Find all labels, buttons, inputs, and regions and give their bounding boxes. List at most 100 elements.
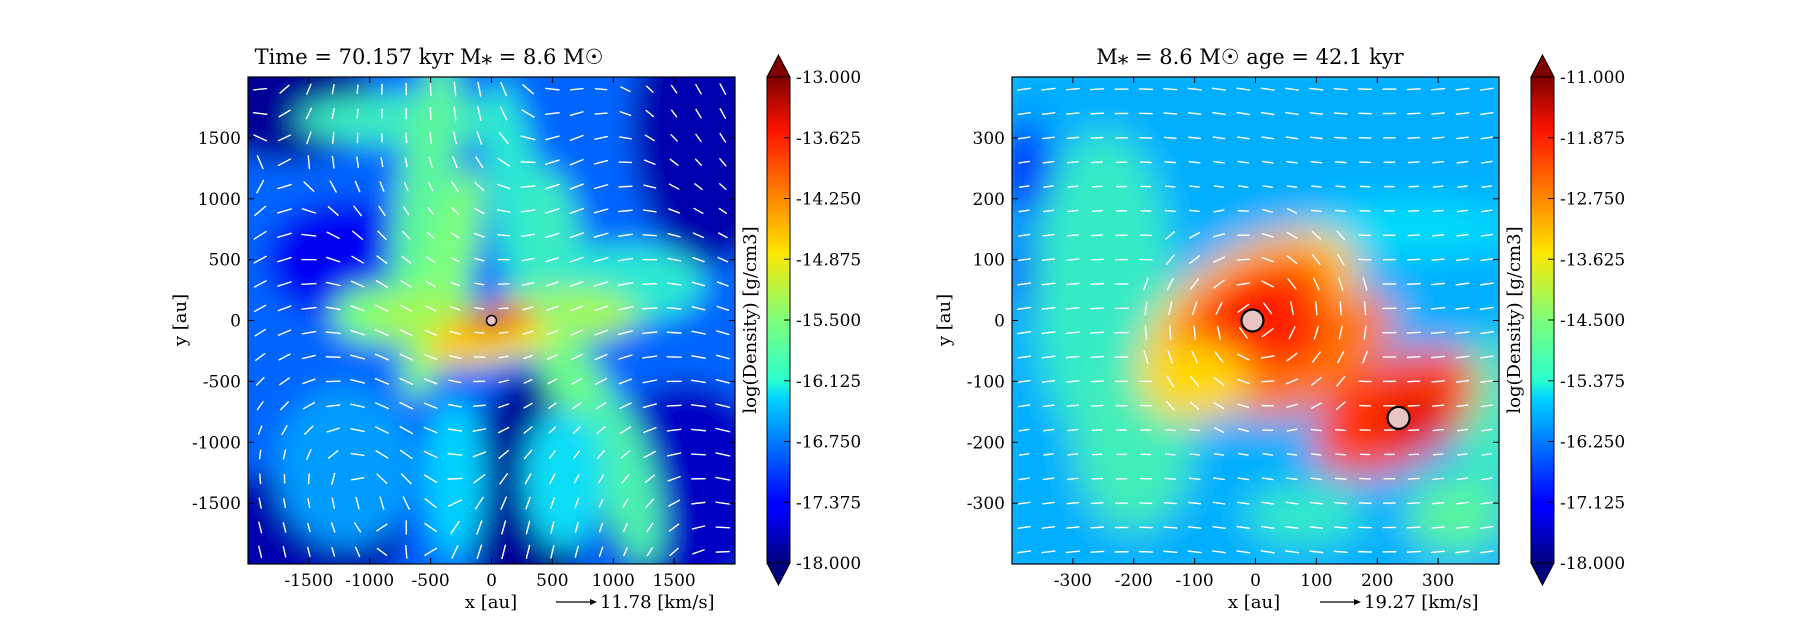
velocity-arrow bbox=[399, 449, 413, 460]
panel-right-title: M⁎ = 8.6 M☉ age = 42.1 kyr bbox=[1096, 45, 1404, 69]
velocity-arrow bbox=[1333, 112, 1348, 115]
velocity-arrow bbox=[501, 520, 507, 535]
velocity-arrow bbox=[1431, 112, 1445, 115]
velocity-arrow bbox=[715, 476, 731, 481]
velocity-arrow bbox=[326, 404, 341, 408]
velocity-arrow bbox=[1285, 525, 1299, 529]
velocity-arrow bbox=[307, 522, 311, 533]
velocity-arrow bbox=[1018, 209, 1030, 213]
velocity-arrow bbox=[617, 233, 633, 237]
velocity-arrow bbox=[424, 354, 438, 360]
velocity-arrow bbox=[1430, 331, 1446, 334]
velocity-arrow bbox=[425, 280, 436, 288]
velocity-arrow bbox=[301, 282, 317, 286]
velocity-arrow bbox=[1043, 185, 1054, 188]
colorbar-tick-label: -15.375 bbox=[1560, 372, 1625, 392]
velocity-arrow bbox=[374, 353, 390, 361]
colorbar-tick-label: -15.500 bbox=[796, 311, 861, 331]
velocity-arrow bbox=[1261, 501, 1275, 505]
velocity-arrow bbox=[451, 181, 459, 192]
velocity-arrow bbox=[548, 450, 556, 459]
velocity-arrow bbox=[593, 256, 609, 263]
colorbar-extend-top bbox=[1530, 53, 1555, 78]
x-axis-label-right: x [au] bbox=[1228, 592, 1280, 613]
velocity-arrow bbox=[1187, 112, 1202, 115]
velocity-arrow bbox=[522, 83, 534, 95]
velocity-arrow bbox=[1090, 380, 1104, 383]
velocity-arrow bbox=[1456, 233, 1469, 237]
velocity-arrow bbox=[522, 306, 534, 311]
velocity-arrow bbox=[691, 306, 706, 311]
velocity-arrow bbox=[374, 377, 390, 385]
velocity-arrow bbox=[1041, 379, 1056, 383]
velocity-arrow bbox=[715, 427, 731, 433]
velocity-arrow bbox=[569, 134, 584, 142]
velocity-arrow bbox=[570, 329, 584, 336]
velocity-arrow bbox=[474, 257, 485, 262]
velocity-arrow bbox=[716, 281, 729, 287]
velocity-arrow bbox=[1238, 326, 1248, 339]
velocity-arrow bbox=[646, 547, 653, 557]
velocity-arrow bbox=[1480, 379, 1494, 383]
velocity-arrow bbox=[1456, 160, 1469, 164]
velocity-arrow bbox=[1163, 501, 1177, 505]
velocity-arrow bbox=[1042, 477, 1055, 481]
velocity-arrow bbox=[1041, 355, 1056, 359]
y-tick-label: 0 bbox=[230, 312, 241, 332]
velocity-arrow bbox=[1431, 526, 1445, 529]
velocity-arrow bbox=[350, 378, 366, 384]
velocity-arrow bbox=[1042, 136, 1055, 140]
velocity-arrow bbox=[1212, 112, 1226, 116]
velocity-arrow bbox=[594, 87, 608, 91]
velocity-arrow bbox=[1481, 428, 1493, 432]
colorbar-tick-label: -16.125 bbox=[796, 372, 861, 392]
velocity-arrow bbox=[307, 498, 311, 509]
x-ticks-right: -300 -200 -100 0 100 200 300 bbox=[1054, 77, 1454, 591]
velocity-arrow bbox=[642, 234, 657, 237]
velocity-arrow bbox=[695, 83, 702, 95]
y-tick-label: 100 bbox=[973, 251, 1005, 271]
velocity-arrow bbox=[353, 205, 362, 217]
velocity-arrow bbox=[1041, 87, 1056, 91]
velocity-arrow bbox=[1041, 550, 1056, 554]
velocity-arrow bbox=[1431, 87, 1446, 91]
velocity-arrow bbox=[1285, 501, 1299, 505]
velocity-arrow bbox=[375, 280, 389, 288]
velocity-arrow bbox=[520, 209, 536, 213]
velocity-arrow bbox=[424, 305, 437, 312]
velocity-arrow bbox=[1017, 87, 1032, 91]
velocity-arrow bbox=[715, 379, 731, 384]
velocity-arrow bbox=[428, 156, 433, 168]
velocity-arrow bbox=[691, 355, 706, 359]
velocity-arrow bbox=[644, 474, 656, 484]
velocity-arrow bbox=[1406, 112, 1421, 115]
velocity-arrow bbox=[619, 111, 632, 116]
velocity-arrow bbox=[1286, 352, 1298, 362]
velocity-arrow bbox=[280, 401, 289, 411]
velocity-arrow bbox=[255, 352, 266, 362]
velocity-arrow bbox=[715, 403, 731, 409]
velocity-arrow bbox=[666, 306, 682, 310]
velocity-arrow bbox=[1213, 160, 1225, 164]
velocity-arrow bbox=[1163, 87, 1178, 91]
velocity-arrow bbox=[695, 108, 702, 119]
velocity-arrow bbox=[1456, 209, 1469, 213]
velocity-arrow bbox=[596, 425, 606, 435]
velocity-arrow bbox=[1066, 258, 1080, 261]
velocity-arrow bbox=[326, 256, 341, 263]
velocity-arrow bbox=[1408, 429, 1420, 432]
velocity-arrow bbox=[666, 331, 682, 334]
velocity-arrow bbox=[423, 378, 438, 385]
velocity-arrow bbox=[1432, 453, 1444, 456]
velocity-arrow bbox=[355, 496, 360, 510]
star-marker bbox=[1386, 405, 1411, 430]
velocity-arrow bbox=[667, 257, 682, 262]
velocity-arrow bbox=[666, 404, 682, 407]
colorbar-tick-label: -11.875 bbox=[1560, 129, 1625, 149]
velocity-arrow bbox=[473, 474, 486, 484]
velocity-arrow bbox=[356, 156, 360, 169]
velocity-arrow bbox=[1335, 429, 1347, 432]
velocity-arrow bbox=[572, 426, 581, 434]
velocity-arrow bbox=[1335, 209, 1347, 212]
velocity-arrow bbox=[1431, 501, 1445, 505]
